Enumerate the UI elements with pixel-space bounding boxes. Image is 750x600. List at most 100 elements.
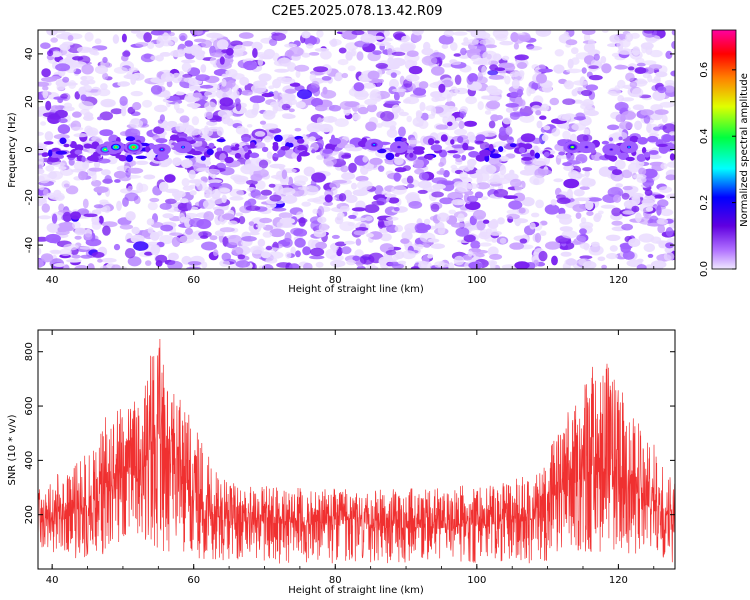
spectrogram-cell [362, 82, 376, 89]
spectrogram-cell [45, 100, 52, 111]
spectrogram-cell [475, 134, 486, 142]
spectrogram-cell [72, 111, 82, 118]
spectrogram-cell [343, 240, 356, 245]
spectrogram-cell [45, 233, 61, 244]
spectrogram-cell [405, 74, 420, 82]
spectrogram-cell [419, 232, 436, 243]
spectrogram-cell [489, 153, 502, 159]
spectrogram-cell [385, 100, 401, 105]
snr-x-axis-label: Height of straight line (km) [288, 585, 424, 596]
snr-y-ticks: 200 400 600 800 [24, 342, 675, 524]
spectrogram-cell [508, 200, 523, 210]
spectrogram-cell [311, 149, 316, 154]
spectrogram-cell [438, 83, 446, 93]
spectrogram-cell [233, 90, 240, 97]
spectrogram-cell [267, 251, 284, 259]
spectrogram-cell [542, 85, 553, 93]
spectrogram-cell [588, 245, 604, 256]
spectrogram-cell [431, 191, 444, 198]
spectrogram-cell [266, 151, 273, 160]
spectrogram-cell [499, 237, 507, 244]
spectrogram-cell [649, 215, 659, 225]
spectrogram-cell [175, 108, 185, 114]
spectrogram-cell [100, 83, 108, 91]
spectrogram-cell [117, 81, 131, 87]
spectrogram-cell [57, 124, 71, 135]
spectrogram-cell [437, 212, 450, 222]
spectrogram-cell [135, 160, 149, 165]
spectrogram-cell [518, 142, 524, 148]
spectrogram-cell [628, 238, 641, 248]
spectrogram-cell [353, 230, 365, 236]
spectrogram-cell [311, 172, 326, 183]
spectrogram-cell [665, 242, 674, 249]
spectrogram-cell [262, 123, 278, 130]
spectrogram-cell [650, 78, 661, 84]
spectrogram-cell [237, 254, 246, 260]
spectrogram-cell [482, 219, 490, 224]
spectrogram-cell [82, 84, 92, 92]
spectrogram-cell [297, 146, 305, 151]
spectrogram-cell [638, 167, 647, 176]
spectrogram-cell [186, 103, 201, 108]
spectrogram-cell [457, 136, 464, 144]
x-tick-label: 40 [46, 575, 59, 586]
spectrogram-cell [452, 31, 468, 36]
spectrogram-cell [301, 52, 311, 58]
spectrogram-cell [511, 79, 520, 89]
spectrogram-cell [475, 140, 484, 144]
spectrogram-cells [38, 30, 675, 269]
spectrogram-cell [216, 39, 229, 50]
spectrogram-cell [387, 57, 395, 65]
spectrogram-cell [616, 39, 624, 49]
spectrogram-cell [312, 208, 319, 214]
spectrogram-cell [184, 136, 194, 141]
spectrogram-cell [627, 162, 640, 173]
spectrogram-cell [479, 242, 492, 247]
spectrogram-feature [627, 146, 631, 148]
spectrogram-cell [621, 110, 637, 120]
spectrogram-cell [509, 178, 522, 188]
spectrogram-cell [162, 213, 174, 219]
spectrogram-cell [287, 142, 294, 148]
spectrogram-cell [463, 234, 476, 243]
colorbar-tick-label: 0.0 [699, 261, 710, 277]
spectrogram-cell [288, 46, 304, 57]
spectrogram-cell [147, 227, 154, 234]
spectrogram-cell [185, 128, 202, 136]
spectrogram-cell [221, 114, 231, 125]
spectrogram-cell [278, 212, 293, 219]
spectrogram-cell [634, 67, 647, 74]
spectrogram-cell [669, 131, 675, 136]
spectrogram-cell [514, 71, 525, 82]
spectrogram-cell [50, 52, 62, 58]
spectrogram-cell [248, 221, 255, 227]
spectrogram-cell [504, 75, 511, 85]
spectrogram-cell [296, 154, 302, 162]
spectrogram-cell [556, 197, 571, 205]
spectrogram-cell [420, 112, 429, 121]
spectrogram-cell [611, 220, 623, 226]
spectrogram-cell [297, 186, 310, 191]
spectrogram-cell [423, 41, 431, 51]
spectrogram-cell [313, 66, 329, 73]
spectrogram-cell [147, 201, 158, 211]
spectrogram-cell [87, 79, 96, 85]
spectrogram-cell [221, 252, 232, 262]
spectrogram-cell [334, 215, 344, 225]
spectrogram-cell [149, 197, 160, 203]
spectrogram-cell [660, 208, 674, 217]
spectrogram-cell [637, 137, 648, 145]
x-tick-label: 100 [467, 275, 486, 286]
spectrogram-cell [112, 34, 120, 44]
spectrogram-cell [184, 40, 194, 47]
spectrogram-cell [418, 261, 432, 269]
spectrogram-cell [647, 135, 659, 143]
spectrogram-cell [391, 185, 407, 195]
spectrogram-cell [265, 257, 278, 264]
spectrogram-cell [518, 99, 526, 107]
spectrogram-cell [125, 211, 136, 221]
spectrogram-cell [536, 73, 547, 84]
spectrogram-cell [372, 50, 382, 55]
spectrogram-cell [393, 207, 400, 212]
